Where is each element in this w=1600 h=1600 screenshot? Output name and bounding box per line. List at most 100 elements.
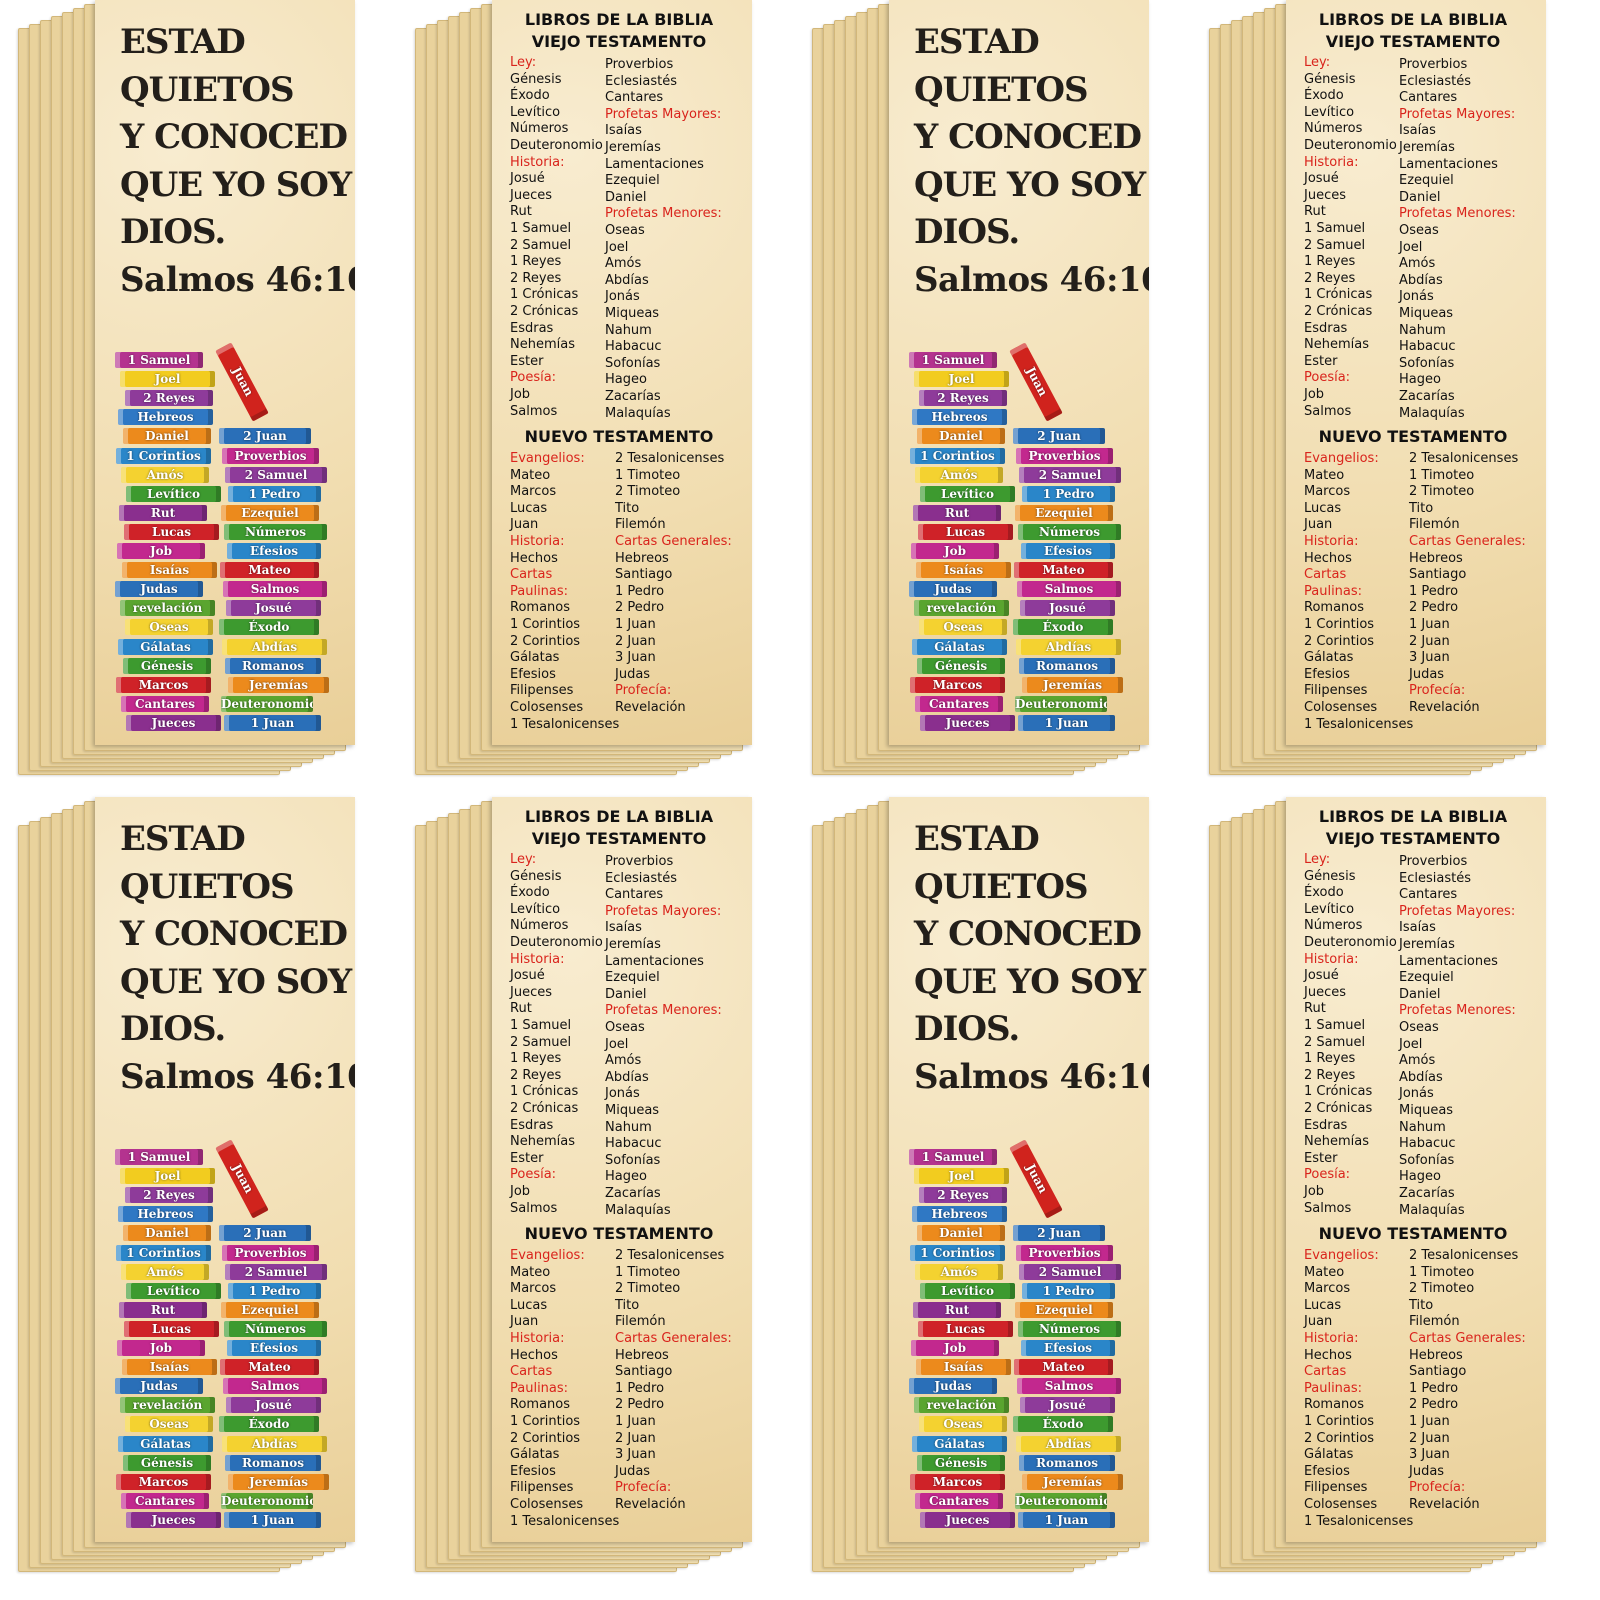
book-name: Jeremías	[1399, 140, 1455, 155]
book-name: Génesis	[1304, 71, 1356, 87]
book-name: Filipenses	[510, 683, 574, 699]
section-title: NUEVO TESTAMENTO	[524, 1224, 714, 1243]
book-name: 2 Reyes	[510, 1067, 562, 1083]
book-spine: Job	[117, 543, 205, 559]
bookmark: ESTAD QUIETOS Y CONOCED QUE YO SOY DIOS. Salm…	[889, 797, 1149, 1542]
book-name: Judas	[1409, 1463, 1445, 1479]
verse-line: QUIETOS	[120, 69, 295, 110]
book-name: Proverbios	[605, 854, 674, 869]
verse-line: DIOS.	[120, 212, 226, 252]
book-spine: 2 Juan	[219, 428, 311, 445]
book-name: Gálatas	[1304, 650, 1354, 666]
book-spine: Josué	[1020, 1397, 1115, 1414]
book-name: Malaquías	[605, 1202, 671, 1218]
book-name: Jueces	[510, 984, 552, 1000]
section-heading: Evangelios:	[1304, 451, 1379, 466]
book-spine: Gálatas	[118, 638, 213, 655]
book-name: Santiago	[615, 1364, 673, 1380]
book-name: Filipenses	[1304, 683, 1368, 699]
book-name: Mateo	[1304, 1264, 1345, 1280]
book-name: 1 Pedro	[1409, 1380, 1459, 1396]
book-name: 2 Corintios	[510, 633, 581, 649]
verse-line: ESTAD	[914, 22, 1040, 62]
book-spine: Daniel	[917, 1225, 1005, 1242]
bookmark: ESTAD QUIETOS Y CONOCED QUE YO SOY DIOS. Salm…	[95, 797, 355, 1542]
book-name: Romanos	[1304, 600, 1364, 616]
book-name: 1 Timoteo	[615, 1264, 681, 1280]
book-name: Marcos	[1304, 484, 1351, 500]
book-spine: Proverbios	[1016, 447, 1113, 464]
book-name: 2 Tesalonicenses	[1409, 451, 1519, 466]
book-spine: Levítico	[920, 1282, 1015, 1299]
book-name: 2 Crónicas	[510, 1101, 579, 1116]
book-name: Marcos	[510, 484, 557, 500]
book-spine: Judas	[909, 581, 997, 598]
title-line: VIEJO TESTAMENTO	[531, 829, 707, 848]
book-name: Romanos	[1304, 1397, 1364, 1413]
verse-reference: Salmos 46:10	[120, 1057, 355, 1097]
book-name: Daniel	[1399, 986, 1441, 1002]
bookmark: LIBROS DE LA BIBLIA VIEJO TESTAMENTO Ley: G…	[492, 0, 752, 745]
section-heading: Paulinas:	[1304, 583, 1363, 599]
section-title: NUEVO TESTAMENTO	[1318, 1224, 1508, 1243]
book-spine: revelación	[120, 600, 215, 617]
book-name: 1 Reyes	[1304, 1051, 1356, 1067]
book-name: 1 Pedro	[615, 583, 665, 599]
book-name: 1 Timoteo	[1409, 1264, 1475, 1280]
book-name: Abdías	[605, 272, 649, 288]
section-heading: Evangelios:	[510, 1248, 585, 1263]
book-name: Ester	[1304, 1150, 1338, 1166]
book-name: Filemón	[1409, 1314, 1460, 1330]
book-name: 1 Corintios	[510, 1414, 581, 1429]
book-name: 1 Reyes	[510, 1051, 562, 1067]
book-spine: Deuteronomio	[221, 695, 313, 712]
book-name: Cantares	[605, 90, 664, 106]
book-spine: Rut	[119, 504, 207, 521]
book-name: Tito	[1409, 1297, 1434, 1313]
book-name: 1 Reyes	[510, 254, 562, 270]
book-spine: 2 Samuel	[1019, 466, 1121, 483]
book-spine: Génesis	[123, 1454, 211, 1471]
book-name: Nahum	[1399, 1119, 1446, 1135]
book-name: Habacuc	[605, 1136, 662, 1152]
book-spine: Rut	[119, 1301, 207, 1318]
book-name: Colosenses	[1304, 700, 1378, 715]
section-heading: Ley:	[510, 55, 537, 70]
verse-line: DIOS.	[120, 1009, 226, 1049]
book-spine: Oseas	[919, 1416, 1007, 1433]
book-name: Hebreos	[615, 550, 669, 566]
book-spine: Éxodo	[1013, 619, 1113, 636]
book-name: Hechos	[510, 1347, 558, 1363]
book-name: Nehemías	[510, 1134, 575, 1150]
book-spine: Éxodo	[219, 619, 319, 636]
book-name: Éxodo	[1304, 885, 1344, 901]
book-spine: 2 Samuel	[1019, 1263, 1121, 1280]
section-heading: Paulinas:	[510, 583, 569, 599]
book-spine: Amós	[915, 1263, 1003, 1280]
book-name: 2 Timoteo	[615, 484, 681, 500]
book-spine: Levítico	[126, 485, 221, 502]
book-name: Mateo	[510, 1264, 551, 1280]
book-name: Génesis	[510, 868, 562, 884]
book-name: Jeremías	[1399, 937, 1455, 952]
book-name: Proverbios	[605, 57, 674, 72]
book-spine: Jeremías	[228, 1473, 329, 1490]
book-name: Josué	[1304, 968, 1339, 984]
book-spine: Job	[911, 543, 999, 559]
section-heading: Cartas Generales:	[615, 534, 732, 549]
book-name: Nahum	[1399, 322, 1446, 338]
book-spine: Génesis	[123, 657, 211, 674]
book-name: Cantares	[1399, 887, 1458, 903]
section-heading: Profetas Mayores:	[605, 903, 722, 919]
section-heading: Historia:	[1304, 154, 1359, 170]
book-name: 2 Juan	[1409, 633, 1450, 649]
book-name: Santiago	[615, 567, 673, 583]
section-heading: Evangelios:	[1304, 1248, 1379, 1263]
verse-line: QUIETOS	[120, 866, 295, 907]
book-name: Ezequiel	[605, 970, 660, 986]
section-heading: Profetas Menores:	[605, 1003, 722, 1019]
book-spine: 1 Corintios	[910, 447, 1005, 464]
book-name: Filemón	[615, 1314, 666, 1330]
book-name: 1 Samuel	[1304, 221, 1366, 236]
bookmark: LIBROS DE LA BIBLIA VIEJO TESTAMENTO Ley: G…	[1286, 797, 1546, 1542]
